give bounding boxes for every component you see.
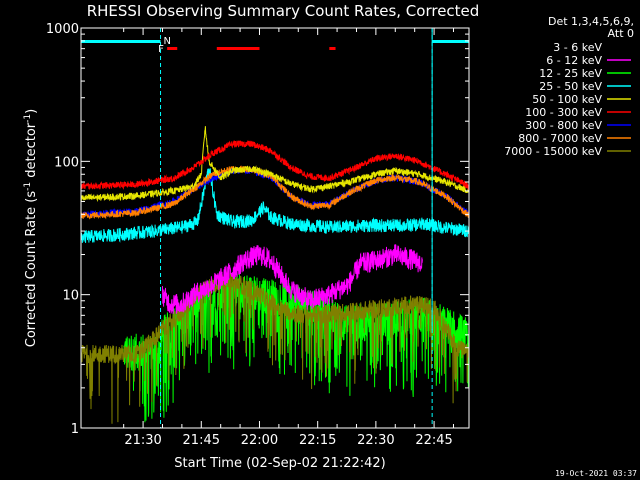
legend-label-50-100-kevkev: 50 - 100 keV (532, 93, 602, 106)
legend-label-100-300-kevkev: 100 - 300 keV (525, 106, 602, 119)
legend-label-300-800-kevkev: 300 - 800 keV (525, 119, 602, 132)
night-flag-label: N (164, 36, 171, 47)
axes: 21:30 21:45 22:00 22:15 22:30 22:45 1 10 100 1000 (46, 22, 469, 448)
y-axis-label-main: Corrected Count Rate (s (24, 191, 39, 348)
flare-bar-3 (329, 47, 336, 50)
legend-label-800-7000-kevkev: 800 - 7000 keV (518, 132, 602, 145)
x-tick-label-6: 22:45 (415, 433, 452, 448)
legend-label-6-12-kevkev: 6 - 12 keV (546, 54, 602, 67)
chart-title: RHESSI Observing Summary Count Rates, Co… (87, 2, 480, 20)
night-bar-2 (432, 40, 469, 43)
flare-flag-label: F (158, 44, 164, 55)
x-tick-label-4: 22:15 (299, 433, 336, 448)
series-line-100-300-kevkev (80, 139, 470, 191)
x-axis-label: Start Time (02-Sep-02 21:22:42) (174, 456, 385, 471)
x-tick-label-5: 22:30 (357, 433, 394, 448)
legend-label-3-6-kevkev: 3 - 6 keV (553, 41, 602, 54)
series-line-50-100-kevkev (80, 126, 470, 203)
y-axis-label-mid: detector (24, 122, 39, 182)
x-tick-label-2: 21:45 (183, 433, 220, 448)
x-tick-label-1: 21:30 (124, 433, 161, 448)
legend-header-2: Att 0 (608, 27, 634, 40)
y-axis-label-end: ) (24, 109, 39, 114)
x-tick-label-3: 22:00 (241, 433, 278, 448)
y-tick-label-2: 10 (62, 289, 79, 304)
legend-label-25-50-kevkev: 25 - 50 keV (539, 80, 602, 93)
legend-label-12-25-kevkev: 12 - 25 keV (539, 67, 602, 80)
y-axis-label-sup1: -1 (23, 182, 33, 191)
y-tick-label-3: 100 (54, 155, 79, 170)
plot-area: FN (80, 28, 470, 428)
flare-bar-2 (216, 47, 260, 50)
y-tick-label-1: 1 (71, 422, 79, 437)
y-axis-label: Corrected Count Rate (s-1 detector-1) (23, 109, 39, 347)
legend-header-1: Det 1,3,4,5,6,9, (548, 15, 634, 28)
y-axis-label-sup2: -1 (23, 114, 33, 123)
legend-label-7000-15000-kevkev: 7000 - 15000 keV (504, 145, 602, 158)
generation-timestamp: 19-Oct-2021 03:37 (555, 469, 637, 478)
series-line-3-6-kevkev (162, 232, 423, 301)
flare-bar-1 (167, 47, 178, 50)
plot-frame (80, 27, 470, 429)
series-line-6-12-kevkev (162, 244, 423, 314)
series-line-7000-15000-kevkev (80, 270, 470, 424)
night-bar-1 (81, 40, 161, 43)
y-tick-label-4: 1000 (46, 22, 79, 37)
series-line-25-50-kevkev (80, 168, 470, 243)
